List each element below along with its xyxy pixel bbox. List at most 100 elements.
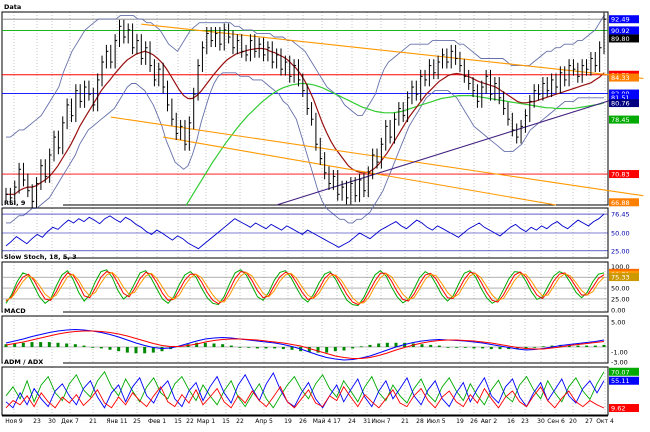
adx-value-label-box — [609, 376, 639, 385]
macd-line — [5, 330, 605, 359]
price-label: 81.51 — [611, 94, 630, 102]
price-label-box — [609, 26, 639, 35]
x-tick-label: 25 — [133, 418, 141, 425]
x-tick-label: Май 4 — [313, 418, 332, 425]
macd-histogram-bar — [21, 342, 25, 347]
macd-histogram-bar — [4, 344, 8, 347]
x-tick-label: 17 — [333, 418, 341, 425]
x-tick-label: Окт 4 — [596, 418, 614, 425]
price-pane — [1, 11, 609, 206]
price-label: 70.83 — [611, 171, 630, 179]
macd-histogram-bar — [134, 347, 138, 354]
macd-histogram-bar — [446, 347, 450, 348]
macd-histogram-bar — [151, 347, 155, 353]
x-tick-label: 22 — [236, 418, 244, 425]
macd-histogram-bar — [117, 347, 121, 352]
macd-histogram-bar — [39, 342, 43, 347]
macd-histogram-bar — [342, 347, 346, 351]
macd-histogram-bar — [481, 347, 485, 349]
pane-label-bg — [3, 198, 63, 207]
x-tick-label: 30 — [537, 418, 545, 425]
stoch-value-label-box — [609, 273, 639, 282]
price-label: 66.88 — [611, 199, 630, 207]
price-label: 89.80 — [611, 35, 630, 43]
macd-histogram-bar — [593, 345, 597, 347]
x-tick-label: Июл 5 — [426, 418, 445, 425]
macd-histogram-bar — [56, 342, 60, 347]
price-label-box — [609, 99, 639, 108]
macd-line — [5, 328, 605, 361]
pane-label: MACD — [4, 307, 26, 315]
x-tick-label: Мар 1 — [197, 418, 216, 425]
x-tick-label: 31 — [363, 418, 371, 425]
x-tick-label: Апр 5 — [255, 418, 273, 425]
x-tick-label: Авг 2 — [481, 418, 498, 425]
macd-histogram-bar — [13, 343, 17, 347]
macd-histogram-bar — [576, 345, 580, 347]
pane-label: ADM / ADX — [4, 358, 43, 366]
x-tick-label: 16 — [507, 418, 515, 425]
macd-histogram-bar — [472, 347, 476, 349]
x-tick-label: Сен 6 — [547, 418, 565, 425]
rsi-level-label: 50.00 — [611, 230, 630, 238]
stoch-level-label: 0.00 — [611, 306, 625, 314]
rsi-line — [5, 213, 605, 250]
adx-value-label: 9.62 — [611, 405, 625, 413]
x-tick-label: 19 — [284, 418, 292, 425]
macd-histogram-bar — [125, 347, 129, 353]
stochastic-pane — [1, 261, 609, 313]
adx-pane — [1, 366, 609, 416]
x-tick-label: 24 — [348, 418, 356, 425]
pane-label-bg — [3, 2, 63, 11]
stoch-level-label: 50.00 — [611, 285, 630, 293]
x-tick-label: 21 — [89, 418, 97, 425]
macd-level-label: -3.00 — [611, 359, 628, 367]
macd-histogram-bar — [533, 347, 537, 348]
x-tick-label: Июн 7 — [371, 418, 390, 425]
trendline — [141, 23, 644, 80]
macd-histogram-bar — [99, 347, 103, 349]
macd-histogram-bar — [429, 344, 433, 347]
macd-histogram-bar — [368, 344, 372, 347]
macd-histogram-bar — [238, 347, 242, 348]
rsi-level-label: 25.00 — [611, 247, 630, 255]
x-tick-label: 23 — [521, 418, 529, 425]
macd-histogram-bar — [498, 347, 502, 350]
macd-histogram-bar — [73, 344, 77, 347]
macd-level-label: 5.00 — [611, 319, 625, 327]
macd-histogram-bar — [515, 347, 519, 350]
macd-histogram-bar — [351, 347, 355, 349]
x-tick-label: 27 — [585, 418, 593, 425]
x-tick-label: 26 — [299, 418, 307, 425]
x-tick-label: 21 — [401, 418, 409, 425]
macd-histogram-bar — [585, 345, 589, 347]
macd-histogram-bar — [160, 347, 164, 352]
x-tick-label: 30 — [48, 418, 56, 425]
price-label-box — [609, 93, 639, 102]
macd-histogram-bar — [255, 347, 259, 349]
x-tick-label: Фев 1 — [148, 418, 166, 425]
macd-histogram-bar — [377, 343, 381, 347]
price-label: 90.92 — [611, 27, 630, 35]
macd-pane — [1, 315, 609, 364]
adx-value-label-box — [609, 404, 639, 413]
macd-histogram-bar — [420, 344, 424, 347]
macd-histogram-bar — [281, 347, 285, 350]
pane-label: Slow Stoch, 18, 5, 3 — [4, 253, 77, 261]
macd-histogram-bar — [247, 347, 251, 348]
x-tick-label: 26 — [470, 418, 478, 425]
macd-histogram-bar — [394, 342, 398, 347]
price-label: 80.76 — [611, 100, 630, 108]
macd-histogram-bar — [229, 345, 233, 347]
x-tick-label: Дек 7 — [61, 418, 79, 425]
macd-histogram-bar — [602, 344, 606, 347]
adx-line — [5, 385, 605, 409]
trendline — [276, 92, 635, 206]
macd-level-label: -1.00 — [611, 349, 628, 357]
macd-histogram-bar — [203, 342, 207, 347]
bollinger-lower-band — [6, 72, 604, 224]
macd-histogram-bar — [273, 347, 277, 349]
stoch-level-label: 25.00 — [611, 295, 630, 303]
stoch-line — [5, 269, 605, 307]
x-tick-label: 20 — [569, 418, 577, 425]
